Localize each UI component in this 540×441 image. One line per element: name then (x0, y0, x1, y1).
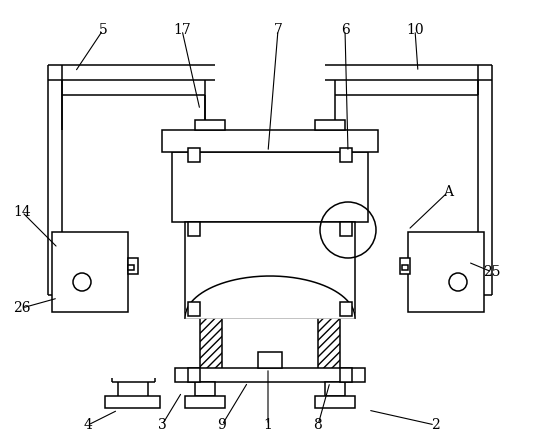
Text: 1: 1 (264, 418, 273, 432)
Bar (340, 148, 352, 162)
Bar (185, 396, 225, 408)
Text: 10: 10 (406, 23, 424, 37)
Text: 6: 6 (341, 23, 349, 37)
Bar (188, 222, 200, 236)
Bar (400, 258, 410, 274)
Text: 17: 17 (173, 23, 191, 37)
Bar (128, 258, 138, 274)
Bar (188, 368, 200, 382)
Bar (325, 382, 345, 396)
Text: 26: 26 (14, 301, 31, 315)
Text: 4: 4 (84, 418, 92, 432)
Text: 7: 7 (274, 23, 282, 37)
Bar (195, 382, 215, 396)
Text: 25: 25 (483, 265, 501, 279)
Text: A: A (443, 185, 453, 199)
Bar (105, 396, 160, 408)
Bar (318, 130, 340, 378)
Bar (175, 368, 365, 382)
Bar (172, 152, 368, 222)
Bar (340, 368, 352, 382)
Bar (195, 120, 225, 130)
Text: 8: 8 (314, 418, 322, 432)
Bar (402, 265, 408, 270)
Polygon shape (185, 276, 355, 318)
Bar (340, 302, 352, 316)
Bar (188, 302, 200, 316)
Bar (185, 222, 355, 318)
Text: 9: 9 (218, 418, 226, 432)
Bar (315, 396, 355, 408)
Bar (340, 222, 352, 236)
Bar (408, 232, 484, 312)
Bar (162, 130, 378, 152)
Bar (128, 265, 134, 270)
Text: 2: 2 (430, 418, 440, 432)
Text: 3: 3 (158, 418, 166, 432)
Bar (188, 148, 200, 162)
Bar (200, 130, 222, 378)
Bar (315, 120, 345, 130)
Bar (52, 232, 128, 312)
Bar (258, 352, 282, 368)
Text: 14: 14 (13, 205, 31, 219)
Text: 5: 5 (99, 23, 107, 37)
